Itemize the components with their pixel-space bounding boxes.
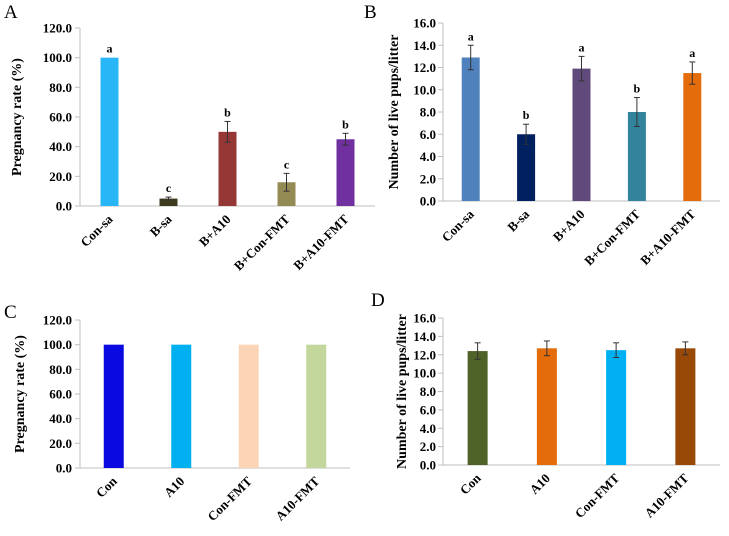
y-tick-label: 100.0	[43, 337, 72, 352]
y-tick-label: 80.0	[49, 362, 72, 377]
y-tick-label: 0.0	[420, 194, 436, 209]
bar	[461, 57, 480, 201]
y-tick-label: 40.0	[49, 139, 72, 154]
panel-label: A	[4, 2, 18, 23]
x-tick-label: A10-FMT	[272, 473, 322, 523]
y-tick-label: 10.0	[413, 366, 436, 381]
significance-label: b	[342, 117, 349, 131]
bar	[517, 134, 536, 201]
y-tick-label: 8.0	[420, 105, 436, 120]
bar	[277, 182, 296, 206]
bar	[238, 344, 259, 468]
y-tick-label: 20.0	[49, 436, 72, 451]
x-tick-label: B-sa	[504, 206, 532, 234]
significance-label: a	[579, 40, 585, 54]
y-tick-label: 20.0	[49, 169, 72, 184]
x-tick-label: A10	[161, 474, 187, 500]
chart-panel-c: C 0.0 20.0 40.0 60.0 80.0 100.0 120.0 Pregnancy …	[4, 302, 350, 524]
bar	[536, 348, 557, 465]
y-tick-label: 120.0	[43, 313, 72, 328]
y-axis-label: Pregnancy rate (%)	[13, 335, 28, 453]
y-tick-label: 80.0	[49, 80, 72, 95]
panel-label: D	[371, 290, 385, 311]
x-tick-label: B+A10-FMT	[637, 206, 699, 268]
bar	[627, 112, 646, 201]
bar	[218, 131, 237, 206]
x-tick-label: Con-FMT	[572, 470, 623, 521]
significance-label: c	[284, 157, 290, 171]
panel-label: C	[4, 302, 17, 323]
y-tick-label: 12.0	[413, 60, 436, 75]
y-tick-label: 10.0	[413, 82, 436, 97]
y-tick-label: 4.0	[420, 421, 436, 436]
x-tick-label: B-sa	[147, 211, 175, 239]
significance-label: b	[224, 105, 231, 119]
bar	[467, 351, 488, 465]
x-tick-label: Con-sa	[439, 206, 478, 245]
y-tick-label: 16.0	[413, 16, 436, 31]
x-tick-label: B+A10	[196, 212, 234, 250]
y-axis-label: Number of live pups/litter	[395, 314, 410, 469]
significance-label: a	[689, 46, 695, 60]
panel-label: B	[364, 2, 377, 23]
bar	[683, 73, 702, 201]
significance-label: a	[107, 42, 113, 56]
significance-label: b	[523, 108, 530, 122]
y-tick-label: 0.0	[56, 461, 72, 476]
y-tick-label: 120.0	[43, 21, 72, 36]
y-tick-label: 60.0	[49, 110, 72, 125]
x-tick-label: B+A10	[550, 207, 588, 245]
y-tick-label: 6.0	[420, 402, 436, 417]
y-tick-label: 60.0	[49, 387, 72, 402]
y-tick-label: 0.0	[420, 458, 436, 473]
y-tick-label: 4.0	[420, 149, 436, 164]
y-tick-label: 14.0	[413, 329, 436, 344]
significance-label: a	[468, 29, 474, 43]
chart-panel-b: B 0.0 2.0 4.0 6.0 8.0 10.0 12.0 14.0 16.0 Number o…	[364, 2, 720, 268]
y-axis-label: Number of live pups/litter	[387, 35, 402, 190]
x-tick-label: B+Con-FMT	[581, 206, 643, 268]
x-tick-label: Con	[457, 470, 484, 497]
bar	[336, 139, 355, 206]
x-tick-label: A10-FMT	[642, 470, 692, 520]
significance-label: b	[634, 82, 641, 96]
y-tick-label: 40.0	[49, 411, 72, 426]
y-tick-label: 8.0	[420, 384, 436, 399]
y-tick-label: 0.0	[56, 199, 72, 214]
y-tick-label: 12.0	[413, 347, 436, 362]
y-tick-label: 2.0	[420, 439, 436, 454]
y-tick-label: 16.0	[413, 311, 436, 326]
bar	[572, 68, 591, 201]
y-tick-label: 6.0	[420, 127, 436, 142]
x-tick-label: B+Con-FMT	[231, 211, 293, 273]
x-tick-label: Con-FMT	[204, 473, 255, 524]
x-tick-label: A10	[527, 471, 553, 497]
bar	[159, 198, 178, 206]
bar	[103, 344, 124, 468]
bar	[675, 348, 696, 465]
bar	[606, 350, 627, 465]
bar	[100, 57, 119, 206]
y-tick-label: 2.0	[420, 171, 436, 186]
y-axis-label: Pregnancy rate (%)	[10, 58, 25, 176]
x-tick-label: Con-sa	[77, 211, 116, 250]
y-tick-label: 14.0	[413, 38, 436, 53]
significance-label: c	[166, 181, 172, 195]
bar	[171, 344, 192, 468]
x-tick-label: B+A10-FMT	[290, 211, 352, 273]
bar	[306, 344, 327, 468]
chart-panel-a: A 0.0 20.0 40.0 60.0 80.0 100.0 120.0 Pregnancy …	[4, 2, 375, 273]
x-tick-label: Con	[93, 473, 120, 500]
y-tick-label: 100.0	[43, 50, 72, 65]
